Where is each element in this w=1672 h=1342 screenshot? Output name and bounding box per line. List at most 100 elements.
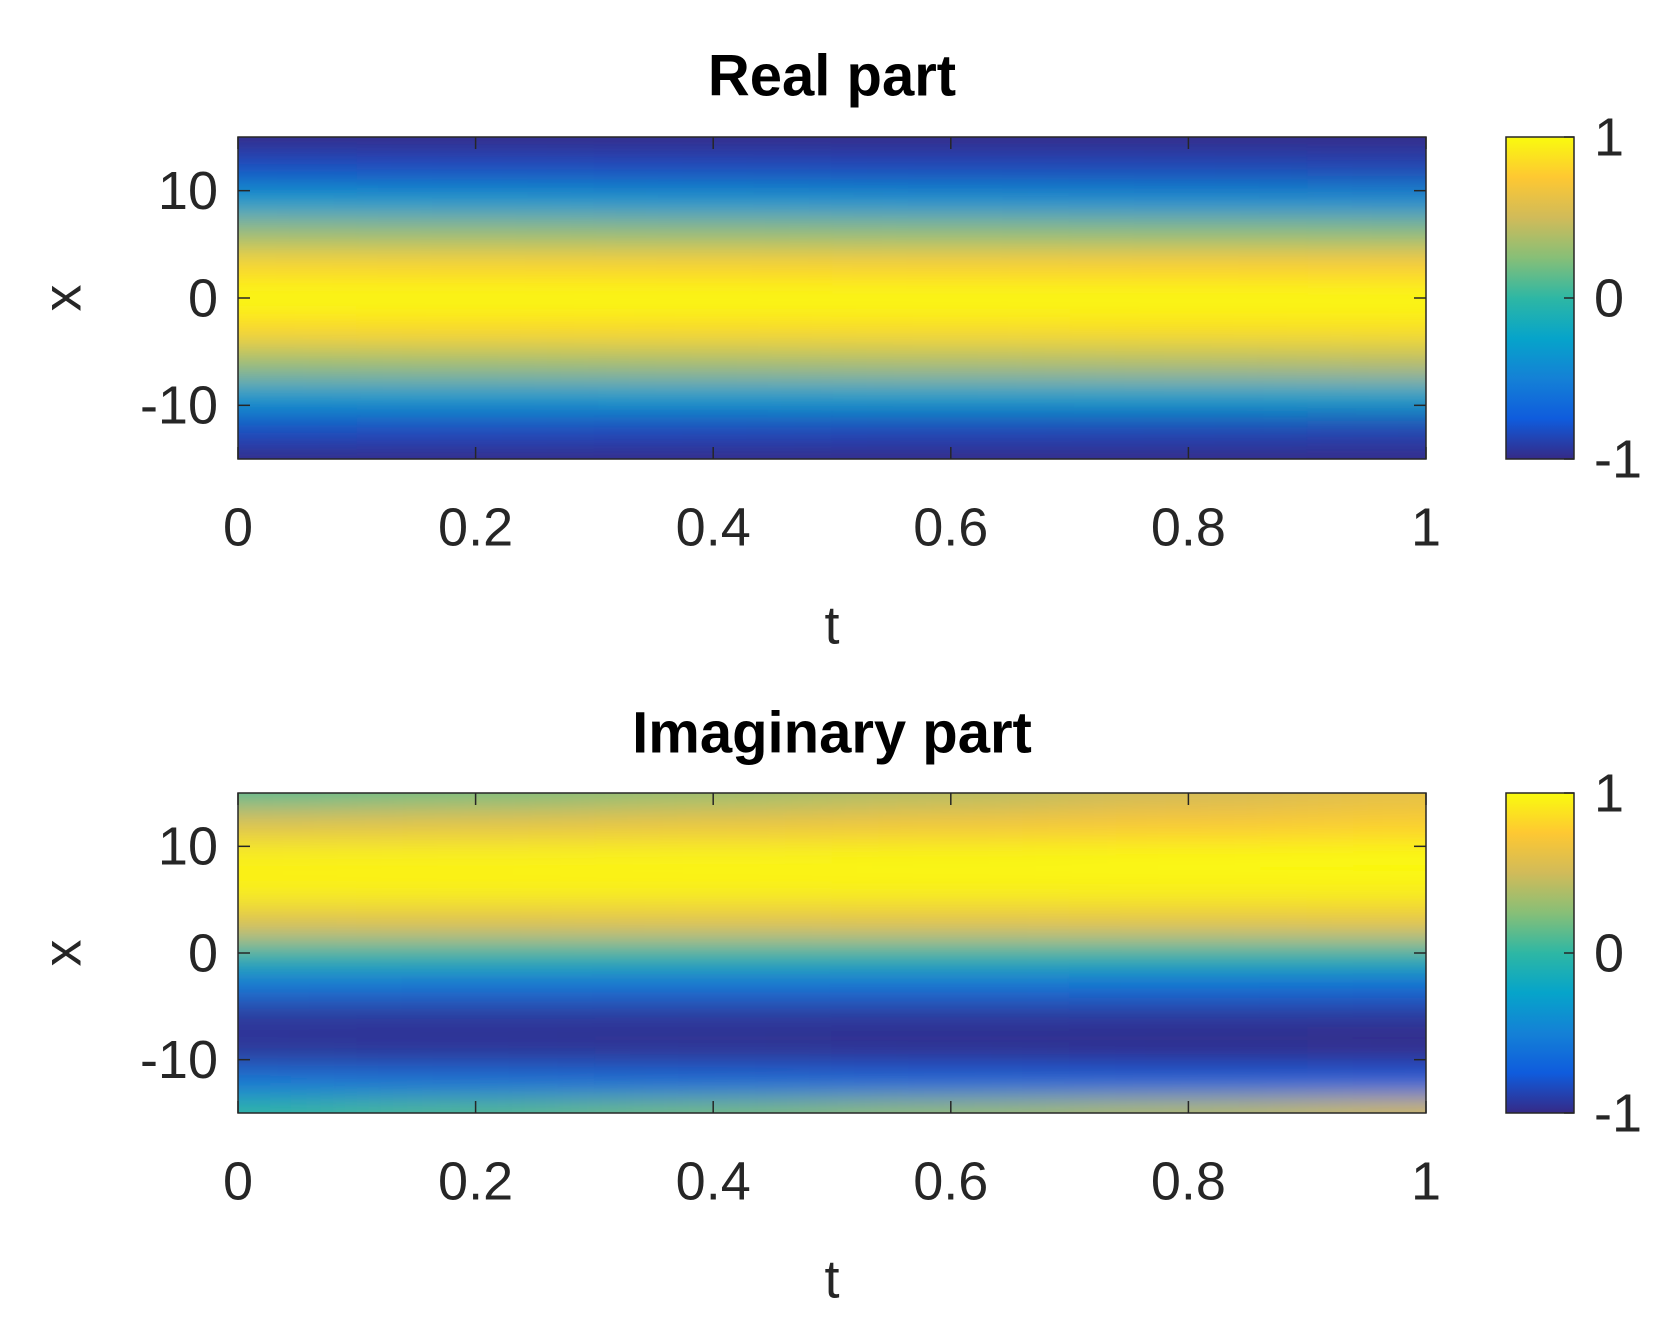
heat-cell: [832, 249, 1071, 283]
heat-cell: [1307, 969, 1426, 1002]
heat-cell: [1307, 1001, 1426, 1034]
heat-cell: [1307, 249, 1426, 283]
x-axis-label: t: [824, 595, 839, 655]
colorbar-tick-label: -1: [1594, 1083, 1642, 1143]
heat-cell: [356, 346, 595, 379]
heat-cell: [238, 809, 358, 842]
heat-cell: [832, 410, 1071, 444]
y-tick-label: -10: [140, 376, 218, 436]
x-tick-label: 0.4: [676, 497, 751, 557]
heat-cell: [594, 217, 833, 251]
heat-cell: [238, 346, 358, 379]
y-axis-label: x: [32, 285, 92, 312]
heat-cell: [356, 905, 595, 938]
heat-cell: [1307, 153, 1426, 186]
heat-cell: [832, 185, 1071, 218]
x-tick-label: 0.6: [913, 1151, 988, 1211]
heat-cell: [832, 346, 1071, 379]
heat-cell: [356, 1033, 595, 1066]
x-axis-label: t: [824, 1249, 839, 1309]
heat-cell: [1069, 905, 1308, 938]
heat-cell: [238, 378, 358, 412]
heat-cell: [356, 1001, 595, 1034]
cells: [238, 793, 1426, 1113]
heat-cell: [238, 410, 358, 444]
colorbar-tick-label: 0: [1594, 268, 1624, 328]
heat-cell: [1069, 281, 1308, 315]
heat-cell: [594, 969, 833, 1002]
heat-cell: [594, 841, 833, 874]
heat-cell: [238, 793, 358, 810]
x-tick-label: 0.8: [1151, 1151, 1226, 1211]
heat-cell: [594, 185, 833, 218]
heat-cell: [356, 378, 595, 412]
heat-cell: [238, 314, 358, 347]
heat-cell: [238, 873, 358, 906]
heat-cell: [832, 281, 1071, 315]
heat-cell: [1307, 410, 1426, 444]
heat-cell: [1307, 793, 1426, 810]
heat-cell: [832, 1001, 1071, 1034]
heat-cell: [1069, 969, 1308, 1002]
colorbar: [1505, 136, 1575, 460]
heat-cell: [832, 217, 1071, 251]
heat-cell: [594, 378, 833, 412]
y-tick-label: 0: [188, 268, 218, 328]
heat-cell: [1069, 410, 1308, 444]
heat-cell: [238, 841, 358, 874]
y-axis-label: x: [32, 940, 92, 967]
x-tick-label: 1: [1411, 497, 1441, 557]
x-tick-label: 0.2: [438, 1151, 513, 1211]
heat-cell: [594, 1065, 833, 1098]
heat-cell: [356, 410, 595, 444]
heat-cell: [1069, 249, 1308, 283]
heat-cell: [1307, 1097, 1426, 1113]
heat-cell: [1069, 346, 1308, 379]
heat-cell: [356, 185, 595, 218]
heat-cell: [238, 137, 358, 154]
colorbar-tick-label: -1: [1594, 429, 1642, 489]
heat-cell: [1069, 873, 1308, 906]
heat-cell: [594, 809, 833, 842]
heat-cell: [1069, 378, 1308, 412]
y-tick-label: 10: [158, 817, 218, 877]
heat-cell: [356, 153, 595, 186]
heat-cell: [832, 937, 1071, 970]
x-tick-label: 1: [1411, 1151, 1441, 1211]
heat-cell: [594, 153, 833, 186]
heat-cell: [1069, 153, 1308, 186]
x-tick-label: 0: [223, 497, 253, 557]
heat-cell: [594, 905, 833, 938]
heat-cell: [594, 410, 833, 444]
heat-cell: [356, 873, 595, 906]
colorbar-tick-label: 1: [1594, 763, 1624, 823]
chart-title: Imaginary part: [632, 700, 1032, 765]
heat-cell: [832, 809, 1071, 842]
x-tick-label: 0.2: [438, 497, 513, 557]
heat-cell: [832, 905, 1071, 938]
x-tick-label: 0: [223, 1151, 253, 1211]
heat-cell: [594, 937, 833, 970]
colorbar-tick-label: 1: [1594, 107, 1624, 167]
heat-cell: [238, 937, 358, 970]
heat-cell: [1307, 1033, 1426, 1066]
heat-cell: [1307, 346, 1426, 379]
heat-cell: [832, 378, 1071, 412]
heat-cell: [238, 969, 358, 1002]
heat-cell: [356, 841, 595, 874]
heat-cell: [1069, 1033, 1308, 1066]
heat-cell: [238, 153, 358, 186]
heat-cell: [238, 217, 358, 251]
y-tick-label: -10: [140, 1030, 218, 1090]
heat-cell: [238, 1097, 358, 1113]
heat-cell: [356, 249, 595, 283]
heat-cell: [238, 281, 358, 315]
heat-cell: [1307, 314, 1426, 347]
heat-cell: [356, 937, 595, 970]
heat-cell: [832, 873, 1071, 906]
heat-cell: [1307, 1065, 1426, 1098]
heat-cell: [1069, 937, 1308, 970]
heat-cell: [1307, 841, 1426, 874]
heat-cell: [1069, 841, 1308, 874]
heat-cell: [1069, 1001, 1308, 1034]
